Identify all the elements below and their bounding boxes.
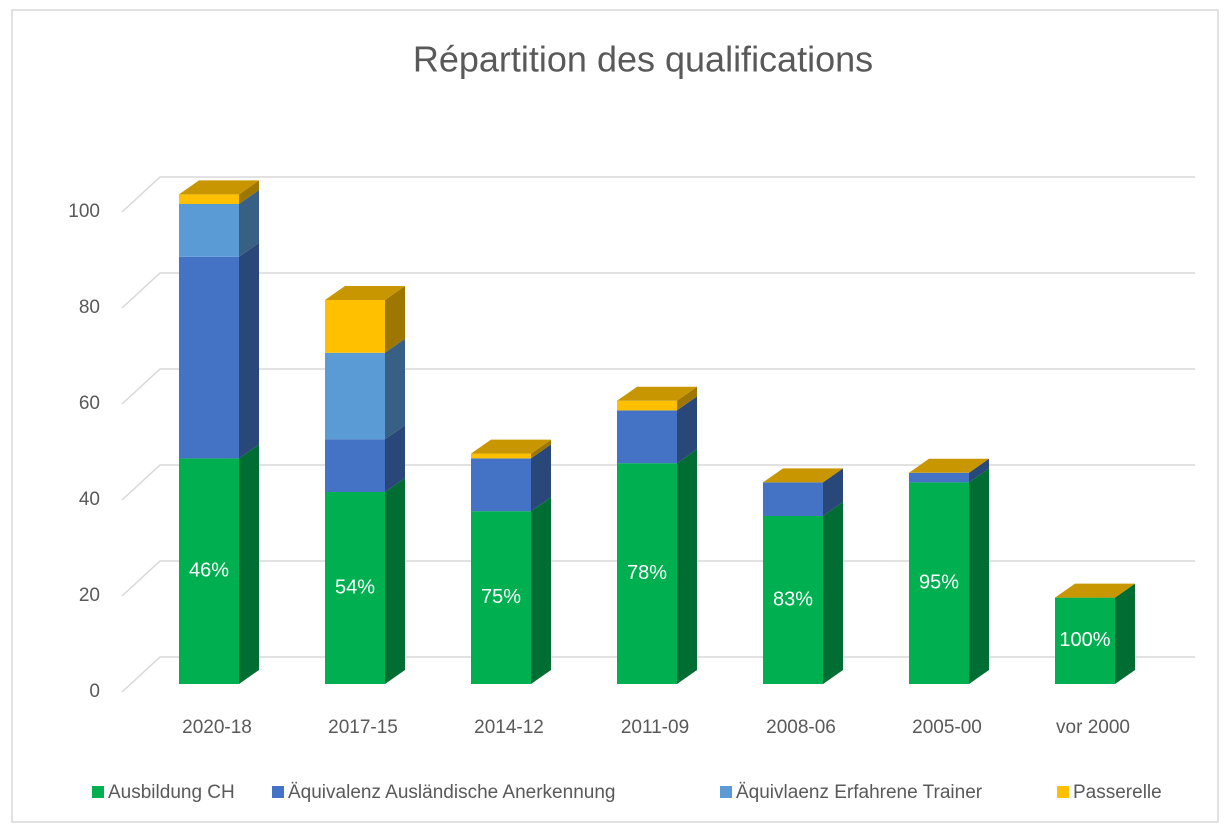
grid-line <box>121 464 1195 501</box>
bar-segment <box>325 492 385 684</box>
bar-segment <box>617 463 677 684</box>
data-label: 75% <box>481 586 521 608</box>
legend-label: Ausbildung CH <box>108 782 235 803</box>
y-tick-label: 0 <box>89 681 100 702</box>
bar-top <box>617 386 697 401</box>
bar-segment <box>471 458 531 512</box>
data-label: 54% <box>335 576 375 598</box>
bar-segment <box>1055 597 1115 684</box>
legend-swatch <box>1057 786 1069 798</box>
y-tick-label: 100 <box>68 201 100 222</box>
bar-side <box>531 497 551 684</box>
bar-segment <box>325 300 385 353</box>
bar-segment <box>471 453 531 459</box>
bar-side <box>385 286 405 353</box>
grid-line <box>121 656 1195 693</box>
bar-side <box>239 242 259 459</box>
bar-segment <box>763 516 823 684</box>
chart-title: Répartition des qualifications <box>413 39 873 80</box>
bar-side <box>677 386 697 411</box>
bar-side <box>1115 583 1135 684</box>
bar-side <box>531 439 551 459</box>
grid-line <box>121 176 1195 213</box>
bar-segment <box>909 472 969 483</box>
bar-side <box>823 468 843 516</box>
y-tick-label: 80 <box>79 297 100 318</box>
bar-segment <box>325 439 385 492</box>
bar-side <box>677 396 697 464</box>
x-tick-label: 2005-00 <box>912 717 982 738</box>
bar-side <box>239 180 259 204</box>
legend-label: Äquivalenz Ausländische Anerkennung <box>288 782 615 803</box>
x-tick-label: vor 2000 <box>1056 717 1130 738</box>
legend-swatch <box>720 786 732 798</box>
bar-top <box>325 286 405 300</box>
bar-top <box>763 468 843 483</box>
grid-line <box>121 272 1195 309</box>
grid-line <box>121 368 1195 405</box>
x-tick-label: 2014-12 <box>474 717 544 738</box>
grid-line <box>121 560 1195 597</box>
x-tick-label: 2017-15 <box>328 717 398 738</box>
bar-side <box>823 502 843 684</box>
bar-top <box>1055 583 1135 598</box>
data-label: 78% <box>627 562 667 584</box>
bar-top <box>471 439 551 454</box>
bar-side <box>385 338 405 440</box>
x-tick-label: 2020-18 <box>182 717 252 738</box>
bar-side <box>531 444 551 512</box>
legend-label: Passerelle <box>1073 782 1162 803</box>
bar-segment <box>617 400 677 411</box>
bar-segment <box>909 482 969 684</box>
legend-swatch <box>92 786 104 798</box>
legend-label: Äquivlaenz Erfahrene Trainer <box>736 782 983 803</box>
bar-segment <box>179 458 239 684</box>
legend-swatch <box>272 786 284 798</box>
bar-segment <box>617 410 677 464</box>
bar-segment <box>763 482 823 516</box>
bar-segment <box>179 194 239 204</box>
bar-side <box>385 425 405 492</box>
bar-side <box>239 190 259 257</box>
bar-side <box>969 458 989 483</box>
bar-top <box>179 180 259 195</box>
data-label: 100% <box>1059 629 1110 651</box>
bar-segment <box>179 256 239 459</box>
x-tick-label: 2011-09 <box>621 717 689 738</box>
y-tick-label: 20 <box>79 585 100 606</box>
bar-segment <box>471 511 531 684</box>
data-label: 83% <box>773 588 813 610</box>
y-tick-label: 60 <box>79 393 100 414</box>
bar-top <box>909 458 989 473</box>
bar-segment <box>325 352 385 440</box>
bar-side <box>969 468 989 684</box>
data-label: 46% <box>189 559 229 581</box>
bar-side <box>677 449 697 684</box>
x-tick-label: 2008-06 <box>766 717 836 738</box>
bar-segment <box>179 204 239 257</box>
data-label: 95% <box>919 571 959 593</box>
bar-side <box>385 478 405 684</box>
bar-side <box>239 444 259 684</box>
y-tick-label: 40 <box>79 489 100 510</box>
